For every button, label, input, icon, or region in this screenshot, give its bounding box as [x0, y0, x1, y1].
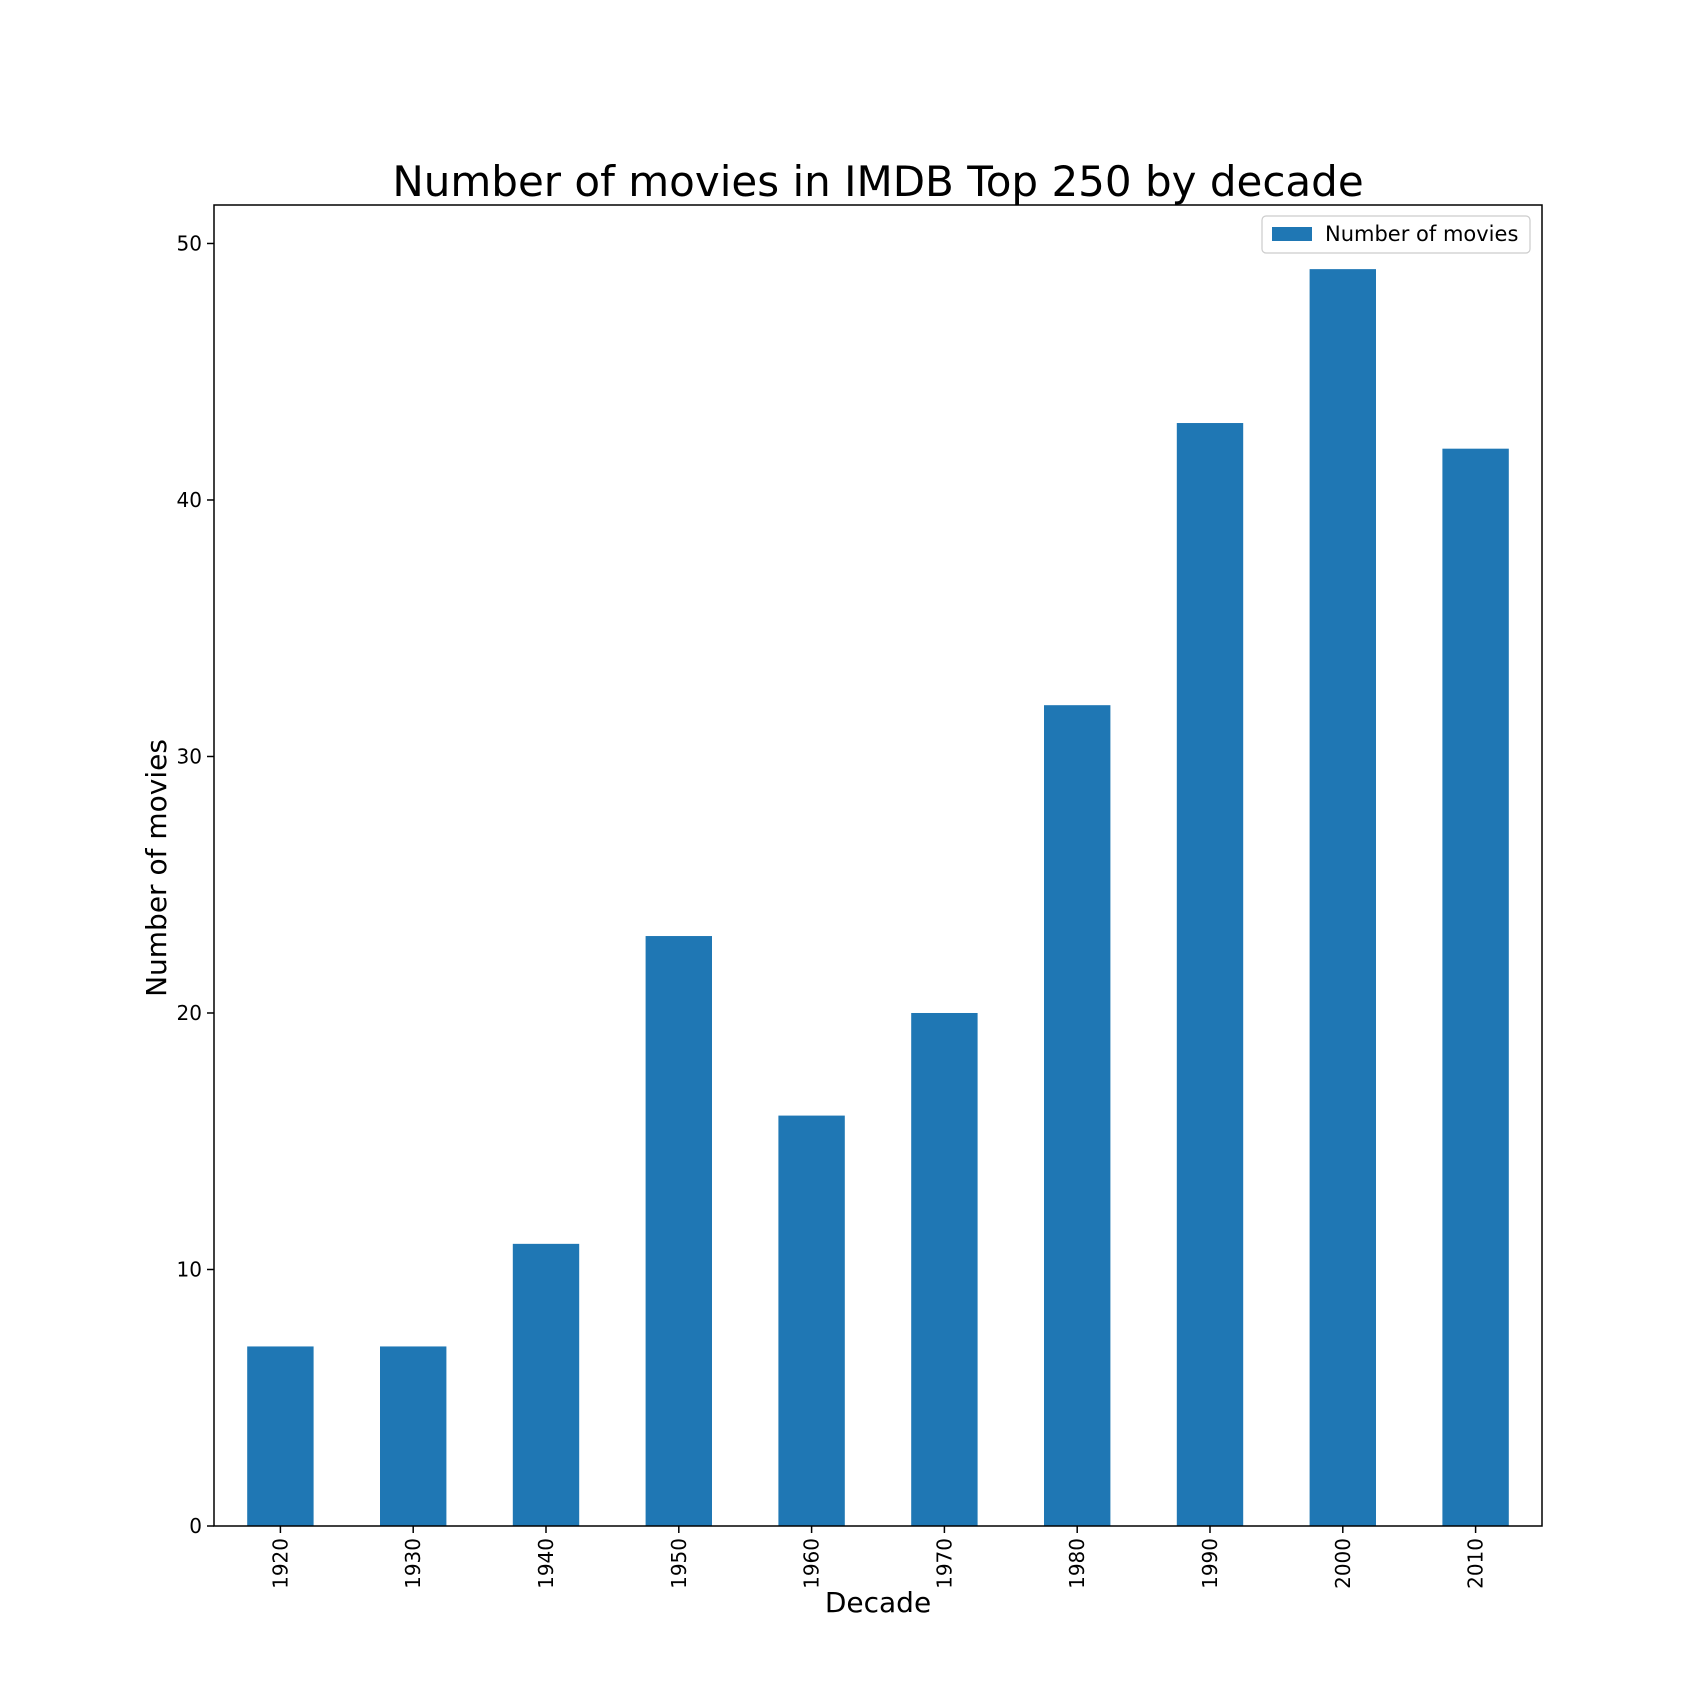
axes-frame — [213, 204, 1543, 1527]
legend-label: Number of movies — [1325, 222, 1518, 246]
x-tick-label-1980: 1980 — [1065, 1538, 1089, 1589]
bar-1920 — [247, 1346, 314, 1526]
bar-1980 — [1044, 705, 1111, 1526]
bar-1990 — [1176, 423, 1244, 1527]
legend-swatch — [1272, 227, 1312, 241]
legend: Number of movies — [1261, 215, 1531, 254]
bar-1970 — [911, 1012, 978, 1526]
bar-2000 — [1309, 269, 1376, 1526]
y-tick-label: 50 — [177, 231, 202, 255]
x-tick-label-2000: 2000 — [1331, 1538, 1355, 1589]
y-tick-label: 10 — [177, 1257, 202, 1281]
legend-box — [1261, 215, 1531, 254]
bar-1930 — [380, 1346, 447, 1526]
x-tick-label-1920: 1920 — [268, 1538, 292, 1589]
y-axis: 0 10 20 30 40 50 — [177, 231, 214, 1538]
y-tick-label: 0 — [189, 1514, 202, 1538]
x-tick-label-1930: 1930 — [401, 1538, 425, 1589]
x-tick-label-1990: 1990 — [1198, 1538, 1222, 1589]
plot-area — [247, 269, 1509, 1527]
x-tick-label-1970: 1970 — [932, 1538, 956, 1589]
x-axis: 1920 1930 1940 1950 1960 1970 1980 1990 2000 2010 — [268, 1526, 1488, 1589]
y-tick-label: 30 — [177, 744, 202, 768]
x-tick-label-2010: 2010 — [1464, 1538, 1488, 1589]
y-axis-label: Number of movies — [140, 739, 173, 997]
bar-1950 — [645, 936, 712, 1526]
chart-title: Number of movies in IMDB Top 250 by deca… — [392, 157, 1363, 206]
x-tick-label-1950: 1950 — [667, 1538, 691, 1589]
bar-1940 — [512, 1243, 580, 1526]
x-tick-label-1960: 1960 — [800, 1538, 824, 1589]
bar-2010 — [1442, 448, 1509, 1526]
y-tick-label: 20 — [177, 1001, 202, 1025]
y-tick-label: 40 — [177, 488, 202, 512]
x-axis-label: Decade — [825, 1586, 931, 1619]
bar-1960 — [778, 1115, 845, 1526]
x-tick-label-1940: 1940 — [534, 1538, 558, 1589]
